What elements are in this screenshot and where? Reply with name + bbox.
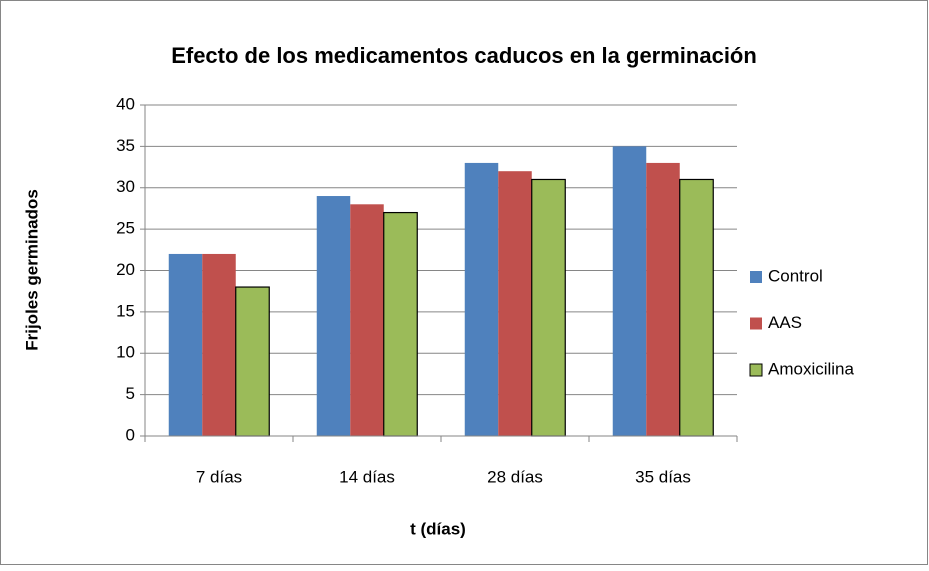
bar	[235, 286, 270, 437]
y-tick-label: 30	[116, 177, 135, 196]
legend-swatch	[750, 271, 762, 283]
legend-swatch	[750, 317, 762, 330]
bar	[350, 204, 384, 436]
bar	[498, 171, 532, 436]
y-tick-label: 40	[116, 94, 135, 113]
legend-label: AAS	[768, 313, 802, 332]
bar	[646, 162, 680, 437]
x-tick-label: 28 días	[487, 467, 543, 486]
legend-label: Amoxicilina	[768, 359, 855, 378]
chart-title: Efecto de los medicamentos caducos en la…	[171, 43, 757, 68]
y-tick-label: 35	[116, 136, 135, 155]
bar	[612, 146, 647, 436]
y-tick-label: 20	[116, 260, 135, 279]
y-tick-label: 5	[126, 384, 135, 403]
legend-swatch	[749, 363, 763, 377]
legend-label: Control	[768, 266, 823, 285]
bar	[202, 253, 236, 436]
bar	[316, 196, 351, 436]
bar	[679, 178, 714, 437]
y-tick-label: 15	[116, 301, 135, 320]
bar	[383, 211, 418, 437]
y-axis-title: Frijoles germinados	[22, 189, 41, 351]
x-tick-label: 14 días	[339, 467, 395, 486]
bar	[464, 162, 499, 437]
y-tick-label: 25	[116, 219, 135, 238]
x-tick-label: 7 días	[196, 467, 242, 486]
bar	[168, 253, 203, 436]
bar	[531, 178, 566, 437]
x-axis-title: t (días)	[410, 519, 466, 538]
y-tick-label: 0	[126, 425, 135, 444]
x-tick-label: 35 días	[635, 467, 691, 486]
y-tick-label: 10	[116, 343, 135, 362]
